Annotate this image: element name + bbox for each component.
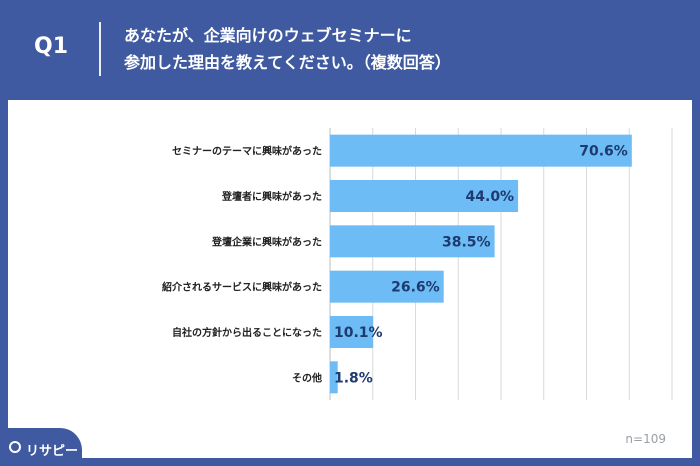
brand-name: リサピー [26,444,79,459]
question-title: あなたが、企業向けのウェブセミナーに 参加した理由を教えてください。（複数回答） [124,22,684,76]
sample-size-label: n=109 [625,432,666,446]
value-label: 38.5% [442,234,491,250]
value-label: 1.8% [334,370,373,386]
bar [330,316,374,348]
value-label: 26.6% [391,280,440,296]
bar-chart: セミナーのテーマに興味があった 70.6% 登壇者に興味があった 44.0% 登壇企業に… [162,128,673,400]
question-number: Q1 [34,34,69,59]
question-title-line1: あなたが、企業向けのウェブセミナーに [124,26,412,45]
bar [330,361,338,394]
question-title-line2: 参加した理由を教えてください。（複数回答） [124,53,451,72]
header-divider [99,22,101,76]
category-label: セミナーのテーマに興味があった [172,145,322,158]
value-label: 70.6% [579,144,628,160]
category-label: 自社の方針から出ることになった [172,326,322,339]
category-label: その他 [292,371,322,384]
chart-card: セミナーのテーマに興味があった 70.6% 登壇者に興味があった 44.0% 登壇企業に… [8,100,692,458]
value-label: 10.1% [334,325,383,341]
bar [330,180,519,212]
bar [330,270,444,303]
category-label: 登壇者に興味があった [221,190,322,203]
bar [330,134,632,167]
category-label: 登壇企業に興味があった [211,235,322,248]
value-label: 44.0% [466,189,515,205]
risapi-logo-icon [9,441,21,453]
category-label: 紹介されるサービスに興味があった [162,281,322,294]
bar [330,225,495,258]
